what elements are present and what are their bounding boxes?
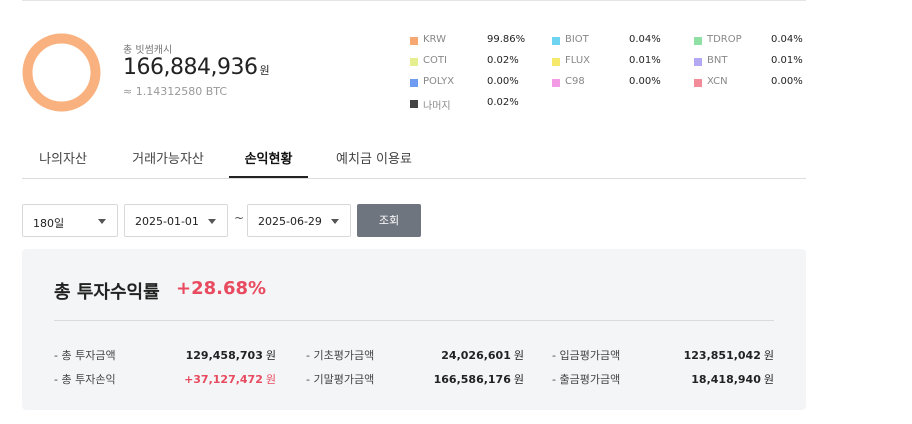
legend-swatch	[410, 79, 418, 87]
total-pnl-value: +37,127,472 원	[184, 373, 276, 386]
total-investment-label: - 총 투자금액	[54, 349, 116, 362]
legend-swatch	[410, 100, 418, 108]
deposit-valuation-label: - 입금평가금액	[552, 349, 621, 362]
legend-name: BNT	[707, 55, 728, 66]
legend-swatch	[410, 58, 418, 66]
period-select-value: 180일	[33, 217, 65, 230]
total-investment-value: 129,458,703 원	[185, 349, 276, 362]
top-divider	[22, 0, 806, 1]
total-return-label: 총 투자수익률	[54, 282, 160, 303]
legend-name: TDROP	[707, 34, 742, 45]
legend-swatch	[552, 58, 560, 66]
legend-swatch	[694, 79, 702, 87]
date-range-separator: ~	[234, 211, 245, 225]
total-cash-label: 총 빗썸캐시	[123, 45, 173, 56]
legend-name: C98	[565, 76, 585, 87]
asset-donut-chart	[22, 33, 101, 112]
legend-percent: 0.00%	[487, 76, 519, 87]
withdrawal-valuation-label: - 출금평가금액	[552, 373, 621, 386]
asset-tabs: 나의자산 거래가능자산 손익현황 예치금 이용료	[22, 140, 806, 179]
opening-valuation-value: 24,026,601 원	[441, 349, 524, 362]
legend-swatch	[552, 79, 560, 87]
legend-name: POLYX	[423, 76, 455, 87]
period-select[interactable]: 180일	[22, 204, 118, 237]
legend-percent: 0.02%	[487, 55, 519, 66]
total-cash-value: 166,884,936 원	[123, 55, 270, 80]
total-cash-unit: 원	[259, 64, 270, 77]
legend-swatch	[694, 37, 702, 45]
legend-percent: 99.86%	[487, 34, 526, 45]
search-button[interactable]: 조회	[357, 204, 421, 237]
legend-name: COTI	[423, 55, 447, 66]
panel-divider	[54, 320, 774, 321]
legend-percent: 0.04%	[771, 34, 803, 45]
legend-swatch	[552, 37, 560, 45]
tab-my-assets[interactable]: 나의자산	[39, 152, 87, 167]
legend-percent: 0.00%	[629, 76, 661, 87]
start-date-value: 2025-01-01	[135, 215, 199, 228]
legend-name: XCN	[707, 76, 728, 87]
legend-percent: 0.01%	[771, 55, 803, 66]
tab-profit-loss[interactable]: 손익현황	[229, 148, 308, 178]
tab-tradable-assets[interactable]: 거래가능자산	[132, 152, 204, 167]
chevron-down-icon	[331, 219, 339, 224]
legend-percent: 0.02%	[487, 97, 519, 108]
legend-percent: 0.01%	[629, 55, 661, 66]
total-pnl-label: - 총 투자손익	[54, 373, 116, 386]
closing-valuation-label: - 기말평가금액	[306, 373, 375, 386]
tab-deposit-interest[interactable]: 예치금 이용료	[336, 152, 412, 167]
legend-percent: 0.04%	[629, 34, 661, 45]
closing-valuation-value: 166,586,176 원	[433, 373, 524, 386]
end-date-select[interactable]: 2025-06-29	[247, 204, 351, 237]
deposit-valuation-value: 123,851,042 원	[683, 349, 774, 362]
legend-name: 나머지	[423, 101, 451, 112]
chevron-down-icon	[208, 219, 216, 224]
withdrawal-valuation-value: 18,418,940 원	[691, 373, 774, 386]
total-return-value: +28.68%	[176, 278, 267, 299]
chevron-down-icon	[98, 219, 106, 224]
legend-name: KRW	[423, 34, 446, 45]
legend-swatch	[694, 58, 702, 66]
legend-name: BIOT	[565, 34, 589, 45]
legend-swatch	[410, 37, 418, 45]
profit-summary-panel: 총 투자수익률 +28.68% - 총 투자금액 129,458,703 원 - …	[22, 249, 806, 410]
legend-percent: 0.00%	[771, 76, 803, 87]
opening-valuation-label: - 기초평가금액	[306, 349, 375, 362]
end-date-value: 2025-06-29	[258, 215, 322, 228]
start-date-select[interactable]: 2025-01-01	[124, 204, 228, 237]
total-btc-value: ≈ 1.14312580 BTC	[123, 85, 227, 98]
legend-name: FLUX	[565, 55, 590, 66]
